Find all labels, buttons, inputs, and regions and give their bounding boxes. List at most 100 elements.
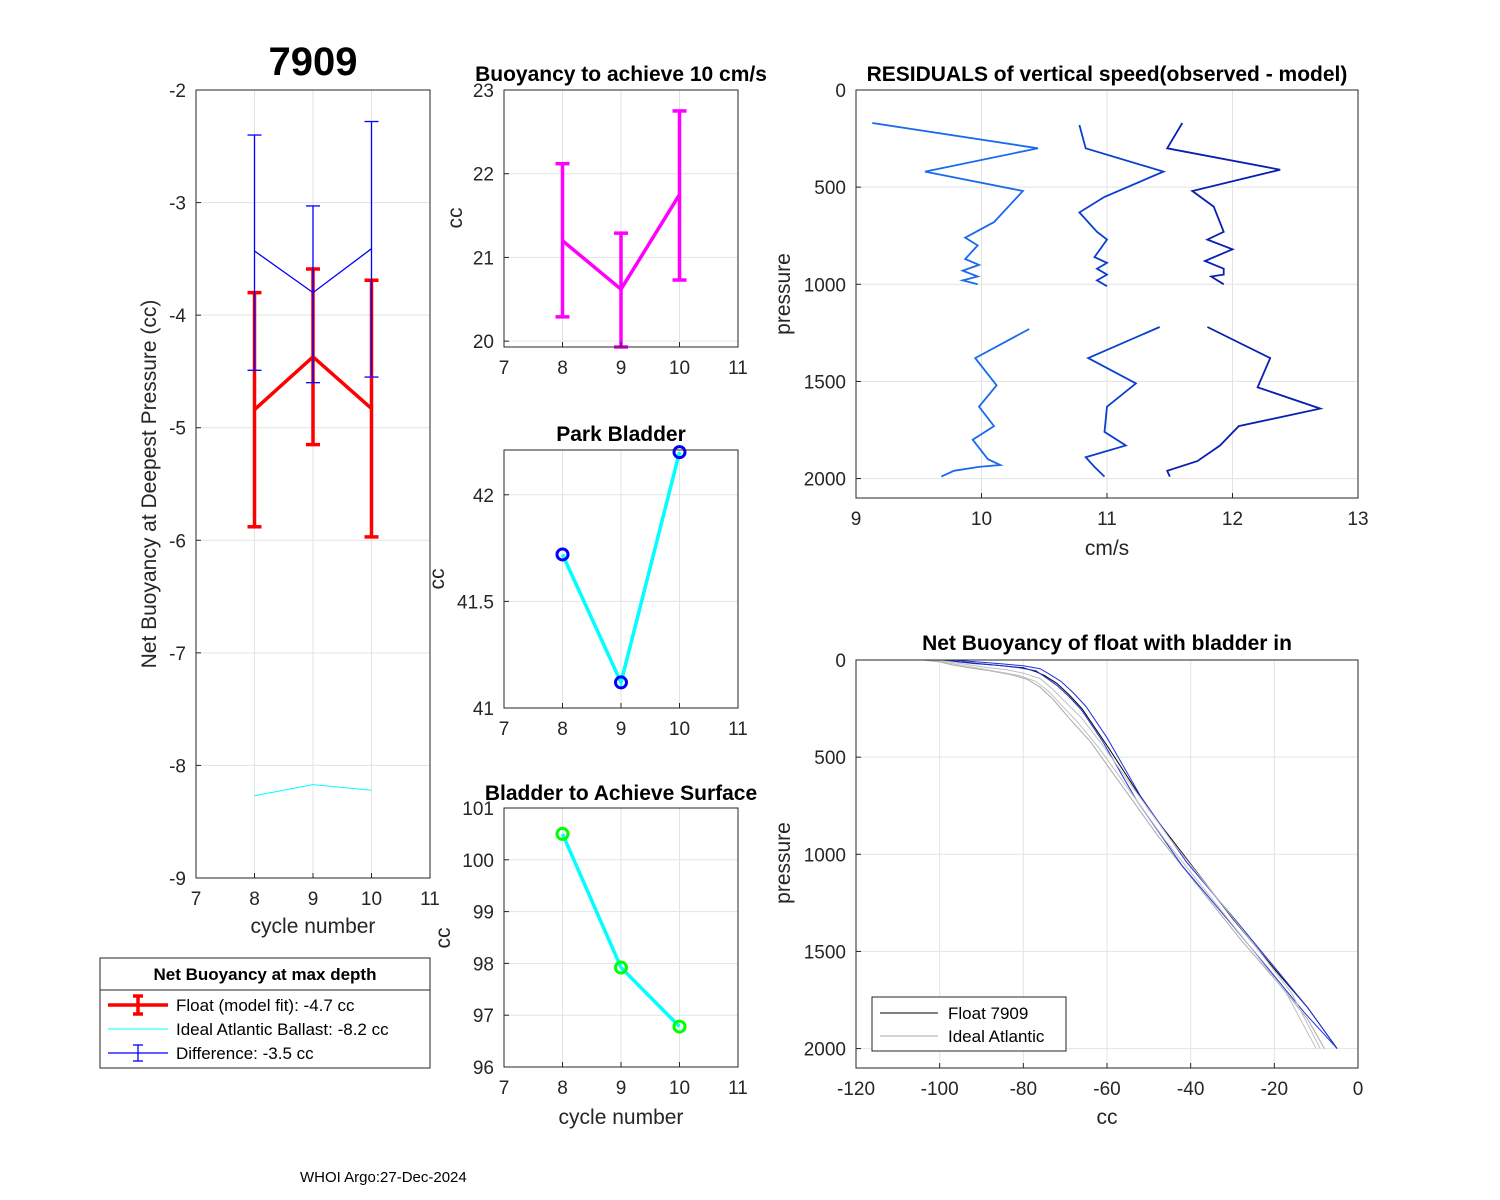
plot-title: Buoyancy to achieve 10 cm/s: [475, 63, 767, 86]
y-tick-label: 41: [473, 699, 494, 720]
legend-swatch-difference: [108, 1044, 168, 1062]
series-line-ideal-atlantic-ballast: [254, 784, 372, 797]
series-line-ideal-atlantic: [922, 659, 1325, 1049]
footer-text: WHOI Argo:27-Dec-2024: [300, 1169, 467, 1186]
x-tick-label: 11: [728, 1078, 748, 1099]
x-tick-label: 10: [669, 1078, 690, 1099]
y-tick-label: 1000: [804, 275, 846, 296]
y-tick-label: 96: [473, 1058, 494, 1079]
y-tick-label: 101: [462, 799, 494, 820]
data-point-marker: [672, 1019, 687, 1034]
y-tick-label: -2: [169, 81, 186, 102]
x-tick-label: 8: [557, 358, 568, 379]
data-point-marker: [614, 960, 628, 975]
x-tick-label: 7: [499, 1078, 510, 1099]
x-tick-label: 8: [557, 719, 568, 740]
y-tick-label: -5: [169, 419, 186, 440]
legend-title: Net Buoyancy at max depth: [154, 965, 377, 984]
x-tick-label: 9: [616, 358, 627, 379]
y-tick-label: 500: [814, 178, 846, 199]
y-tick-label: -3: [169, 194, 186, 215]
x-axis-label: cycle number: [559, 1106, 684, 1129]
y-tick-label: 2000: [804, 1040, 846, 1061]
y-tick-label: 23: [473, 81, 494, 102]
y-tick-label: 97: [473, 1006, 494, 1027]
y-tick-label: 2000: [804, 470, 846, 491]
y-tick-label: 0: [835, 651, 846, 672]
legend-label-difference: Difference: -3.5 cc: [176, 1044, 314, 1063]
x-tick-label: 10: [971, 509, 992, 530]
y-tick-label: 41.5: [457, 592, 494, 613]
legend-label-float: Float (model fit): -4.7 cc: [176, 996, 355, 1015]
plot-title: Net Buoyancy of float with bladder in: [922, 632, 1292, 655]
x-tick-label: -20: [1261, 1079, 1288, 1100]
x-tick-label: 10: [361, 889, 382, 910]
series-line-surface-bladder: [560, 833, 681, 1028]
panel-residuals: 9 10 11 12 13 0 500 1000 1500 2000 RESIDUALS of v…: [772, 63, 1369, 560]
y-tick-label: -7: [169, 644, 186, 665]
x-axis-label: cm/s: [1085, 537, 1129, 560]
x-tick-label: 11: [420, 889, 440, 910]
y-tick-label: -6: [169, 531, 186, 552]
panel-net-buoyancy-bladder: -120 -100 -80 -60 -40 -20 0 0 500 1000 1500 2000 Ne…: [772, 632, 1363, 1129]
plot-title: RESIDUALS of vertical speed(observed - m…: [867, 63, 1348, 86]
series-line-park-bladder: [560, 451, 682, 688]
legend-label-ideal: Ideal Atlantic Ballast: -8.2 cc: [176, 1020, 389, 1039]
x-tick-label: 12: [1222, 509, 1243, 530]
y-axis-label: pressure: [772, 253, 795, 335]
legend-box: [871, 996, 1067, 1052]
series-line-c9b: [1084, 326, 1161, 478]
legend-net-buoyancy: Net Buoyancy at max depth Float (model f…: [99, 957, 431, 1069]
x-axis-label: cycle number: [251, 915, 376, 938]
x-tick-label: -100: [921, 1079, 959, 1100]
x-tick-label: 9: [308, 889, 319, 910]
y-tick-label: 1500: [804, 372, 846, 393]
y-tick-label: 42: [473, 486, 494, 507]
plot-title: 7909: [269, 40, 358, 84]
x-tick-label: 13: [1347, 509, 1368, 530]
y-tick-label: -9: [169, 869, 186, 890]
plot-title: Bladder to Achieve Surface: [485, 782, 757, 805]
x-tick-label: 11: [728, 358, 748, 379]
x-tick-label: 8: [249, 889, 260, 910]
series-line-c8a: [872, 122, 1039, 286]
series-line-c8b: [940, 328, 1030, 478]
panel-buoyancy-10cms: 7 8 9 10 11 20 21 22 23 Buoyancy to achieve 10 c…: [444, 63, 767, 379]
y-tick-label: 21: [473, 248, 494, 269]
y-axis-label: Net Buoyancy at Deepest Pressure (cc): [138, 300, 161, 669]
x-tick-label: 7: [499, 358, 510, 379]
x-tick-label: 7: [191, 889, 202, 910]
y-tick-label: -4: [169, 306, 186, 327]
data-point-marker: [555, 547, 570, 562]
x-tick-label: 9: [616, 1078, 627, 1099]
y-tick-label: 500: [814, 748, 846, 769]
x-tick-label: 11: [1097, 509, 1117, 530]
legend-box: [99, 957, 431, 1069]
y-tick-label: 0: [835, 81, 846, 102]
y-axis-label: cc: [432, 928, 455, 949]
y-tick-label: 100: [462, 851, 494, 872]
series-line-blue1: [952, 659, 1338, 1049]
y-tick-label: 1500: [804, 942, 846, 963]
y-tick-label: -8: [169, 756, 186, 777]
x-tick-label: -80: [1010, 1079, 1037, 1100]
panel-park-bladder: 7 8 9 10 11 41 41.5 42 Park Bladder cc: [426, 423, 748, 740]
plot-title: Park Bladder: [556, 423, 686, 446]
series-line-c10b: [1165, 326, 1324, 477]
legend-label-float: Float 7909: [948, 1004, 1028, 1023]
legend: Float 7909 Ideal Atlantic: [871, 996, 1067, 1052]
y-tick-label: 20: [473, 332, 494, 353]
data-point-marker: [555, 826, 570, 841]
x-tick-label: 10: [669, 719, 690, 740]
y-axis-label: pressure: [772, 822, 795, 904]
x-tick-label: 9: [616, 719, 627, 740]
data-point-marker: [614, 675, 628, 690]
x-tick-label: 11: [728, 719, 748, 740]
series-line-grey1: [931, 659, 1317, 1049]
x-tick-label: -60: [1093, 1079, 1120, 1100]
series-line-c9a: [1078, 124, 1167, 287]
panel-net-buoyancy-deepest: 7 8 9 10 11 -9 -8 -7 -6 -5 -4 -3 -2 7909 cycle numbe…: [138, 40, 440, 938]
panel-bladder-surface: 7 8 9 10 11 96 97 98 99 100 101 Bladder to Achieve…: [432, 782, 757, 1129]
x-axis-label: cc: [1097, 1106, 1118, 1129]
